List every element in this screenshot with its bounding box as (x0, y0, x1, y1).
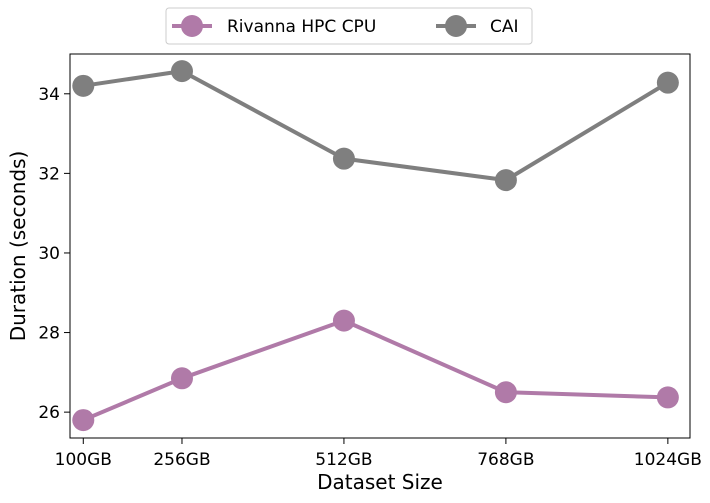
x-tick-label-0: 100GB (55, 450, 112, 470)
data-point-0-1 (170, 367, 193, 390)
legend: Rivanna HPC CPU CAI (165, 7, 533, 45)
series-layer (72, 60, 679, 432)
y-tick-label-3: 32 (38, 164, 60, 184)
data-point-0-3 (494, 381, 517, 404)
x-tick-label-4: 1024GB (634, 450, 702, 470)
legend-label-rivanna: Rivanna HPC CPU (227, 17, 376, 37)
y-tick-label-0: 26 (38, 403, 60, 423)
data-point-1-3 (494, 169, 517, 192)
series-line-0 (82, 318, 668, 422)
data-point-1-2 (332, 147, 355, 170)
plot-area (69, 53, 691, 439)
legend-marker-rivanna (181, 15, 203, 37)
x-axis: 100GB 256GB 512GB 768GB 1024GB (55, 438, 702, 470)
x-axis-title: Dataset Size (317, 470, 443, 494)
data-point-1-4 (656, 71, 679, 94)
data-point-0-2 (332, 309, 355, 332)
data-point-0-4 (656, 386, 679, 409)
x-tick-label-1: 256GB (153, 450, 210, 470)
legend-frame (165, 7, 533, 45)
legend-label-cai: CAI (490, 17, 519, 37)
y-tick-label-1: 28 (38, 324, 60, 344)
y-axis-title: Duration (seconds) (6, 151, 30, 342)
y-tick-label-2: 30 (38, 244, 60, 264)
data-point-1-1 (170, 60, 193, 83)
legend-marker-cai (445, 15, 467, 37)
x-tick-label-2: 512GB (315, 450, 372, 470)
series-line-1 (82, 69, 669, 183)
data-point-0-0 (72, 409, 95, 432)
x-tick-label-3: 768GB (477, 450, 534, 470)
y-axis: 26 28 30 32 34 (38, 85, 70, 423)
data-point-1-0 (72, 74, 95, 97)
y-tick-label-4: 34 (38, 85, 60, 105)
